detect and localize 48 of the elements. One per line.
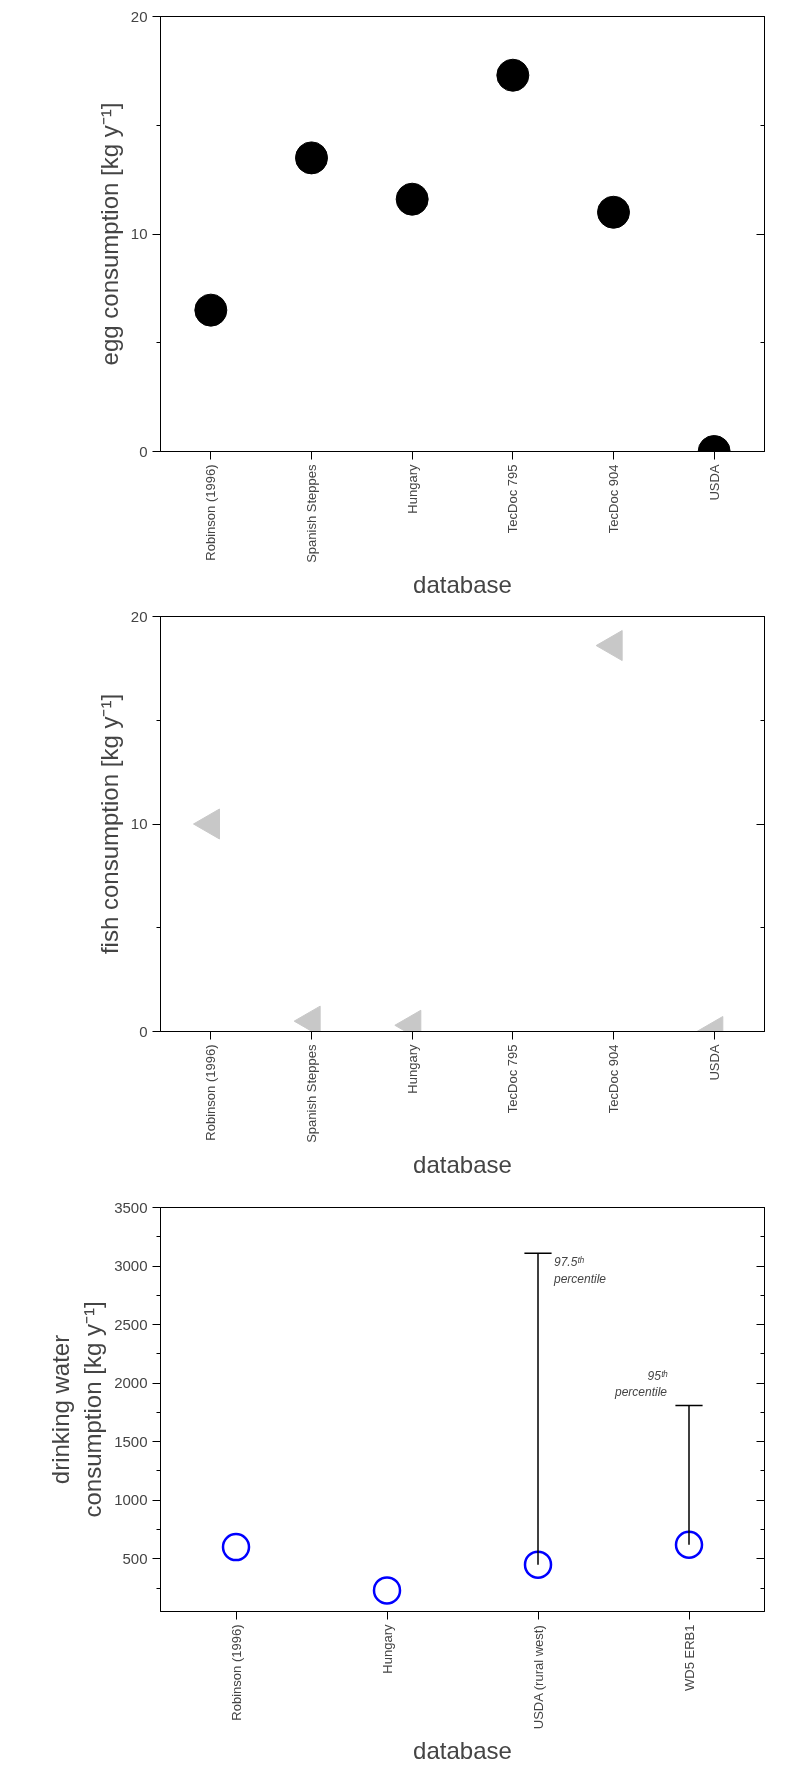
y-tick-label: 0: [139, 442, 148, 460]
x-tick-label: TecDoc 795: [505, 1044, 521, 1114]
y-axis-title: egg consumption [kg y⁻¹]: [95, 102, 123, 366]
x-tick-label: USDA: [706, 464, 722, 501]
y-tick-label: 1500: [114, 1432, 148, 1450]
point: [372, 1576, 402, 1605]
point: [221, 1532, 251, 1562]
annotation: 97.5ᵗʰ percentile: [553, 1255, 607, 1286]
point: [595, 630, 623, 662]
y-tick-label: 0: [139, 1022, 148, 1040]
point: [523, 1550, 553, 1579]
x-tick-label: Hungary: [379, 1624, 395, 1674]
point: [295, 141, 328, 175]
y-tick-label: 1000: [114, 1491, 148, 1509]
x-tick-label: TecDoc 904: [606, 1044, 621, 1114]
x-axis-title: database: [413, 1150, 512, 1178]
point: [395, 182, 429, 216]
x-tick-label: Hungary: [404, 464, 420, 514]
x-tick-label: WD5 ERB1: [681, 1624, 697, 1691]
x-tick-label: TecDoc 904: [606, 464, 621, 534]
y-tick-label: 10: [130, 225, 148, 242]
x-axis-title: database: [413, 1737, 512, 1765]
x-tick-label: USDA: [706, 1044, 722, 1081]
point: [597, 195, 630, 229]
y-tick-label: 10: [130, 815, 148, 832]
x-tick-label: Robinson (1996): [203, 1044, 219, 1141]
point: [193, 808, 220, 840]
y-tick-label: 500: [122, 1549, 148, 1567]
y-tick-label: 20: [130, 7, 148, 25]
x-tick-label: Robinson (1996): [228, 1624, 244, 1721]
y-tick-label: 3000: [114, 1257, 148, 1275]
y-tick-label: 3500: [114, 1198, 148, 1216]
y-tick-label: 2500: [114, 1315, 148, 1333]
x-tick-label: Spanish Steppes: [304, 464, 319, 563]
point: [194, 293, 228, 327]
point: [496, 58, 530, 92]
x-tick-label: Spanish Steppes: [304, 1044, 319, 1143]
x-tick-label: Hungary: [404, 1044, 420, 1094]
x-tick-label: USDA (rural west): [530, 1625, 546, 1730]
point: [674, 1530, 704, 1559]
annotation: 95ᵗʰ percentile: [613, 1368, 669, 1400]
y-tick-label: 2000: [114, 1374, 148, 1392]
y-axis-title: fish consumption [kg y⁻¹]: [95, 693, 123, 955]
x-axis-title: database: [413, 570, 512, 598]
y-tick-label: 20: [130, 607, 148, 625]
y-axis-title: drinking water consumption [kg y⁻¹]: [46, 1301, 107, 1518]
x-tick-label: Robinson (1996): [203, 464, 219, 561]
x-tick-label: TecDoc 795: [505, 464, 521, 534]
